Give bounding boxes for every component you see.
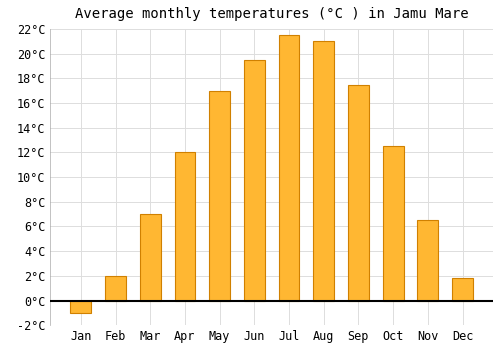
- Bar: [209, 91, 230, 301]
- Bar: [105, 276, 126, 301]
- Bar: [244, 60, 264, 301]
- Bar: [278, 35, 299, 301]
- Title: Average monthly temperatures (°C ) in Jamu Mare: Average monthly temperatures (°C ) in Ja…: [75, 7, 468, 21]
- Bar: [418, 220, 438, 301]
- Bar: [314, 41, 334, 301]
- Bar: [174, 153, 196, 301]
- Bar: [70, 301, 91, 313]
- Bar: [452, 278, 473, 301]
- Bar: [348, 85, 369, 301]
- Bar: [382, 146, 404, 301]
- Bar: [140, 214, 160, 301]
